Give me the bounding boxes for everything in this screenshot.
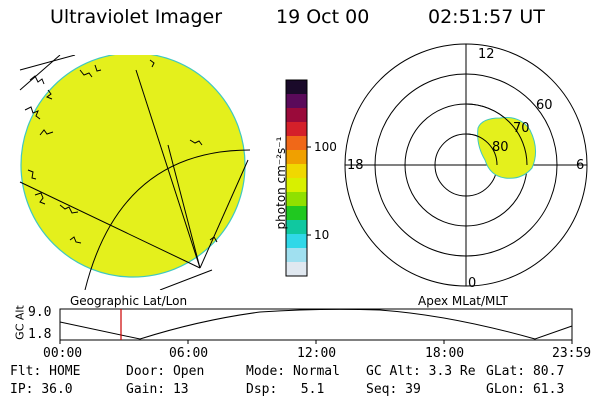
colorbar-segment xyxy=(286,206,307,221)
status-flt: Flt: HOME xyxy=(10,364,81,379)
altitude-ylabel: GC Alt xyxy=(13,305,27,340)
earth-disk xyxy=(20,55,246,278)
date-label: 19 Oct 00 xyxy=(276,6,370,28)
mlt-label-12: 12 xyxy=(478,47,495,62)
colorbar-segment xyxy=(286,122,307,137)
colorbar-segment xyxy=(286,108,307,123)
colorbar-segment xyxy=(286,164,307,179)
geo-grid-lines xyxy=(19,55,250,290)
geographic-caption: Geographic Lat/Lon xyxy=(70,294,188,308)
lat-label-60: 60 xyxy=(536,98,553,113)
altitude-ytick-bottom: 1.8 xyxy=(28,327,52,342)
xtick-1800: 18:00 xyxy=(425,346,465,361)
colorbar-segment xyxy=(286,136,307,151)
status-door: Door: Open xyxy=(126,364,205,379)
altitude-plot-frame xyxy=(59,308,573,341)
colorbar-segment xyxy=(286,94,307,109)
xtick-0000: 00:00 xyxy=(43,346,83,361)
status-glat: GLat: 80.7 xyxy=(486,364,565,379)
status-ip: IP: 36.0 xyxy=(10,382,73,397)
apex-caption: Apex MLat/MLT xyxy=(418,294,508,308)
coastline-lines xyxy=(24,59,218,244)
colorbar-segment xyxy=(286,248,307,263)
lat-label-80: 80 xyxy=(492,140,509,155)
xtick-2359: 23:59 xyxy=(552,346,592,361)
colorbar-tick-label-10: 10 xyxy=(314,228,330,242)
status-gc-alt: GC Alt: 3.3 Re xyxy=(366,364,476,379)
status-mode: Mode: Normal xyxy=(246,364,340,379)
colorbar-segment xyxy=(286,178,307,193)
colorbar-segment xyxy=(286,234,307,249)
mlt-label-0: 0 xyxy=(468,276,477,291)
status-seq: Seq: 39 xyxy=(366,382,421,397)
lat-label-70: 70 xyxy=(513,121,530,136)
status-gain: Gain: 13 xyxy=(126,382,189,397)
colorbar-tick-label-100: 100 xyxy=(314,140,337,154)
colorbar-segment xyxy=(286,220,307,235)
colorbar-segment xyxy=(286,80,307,95)
colorbar-segment xyxy=(286,262,307,277)
colorbar-segment xyxy=(286,192,307,207)
mlt-label-18: 18 xyxy=(347,158,364,173)
status-dsp: Dsp: 5.1 xyxy=(246,382,325,397)
status-glon: GLon: 61.3 xyxy=(486,382,565,397)
auroral-blob xyxy=(477,117,536,179)
xtick-1200: 12:00 xyxy=(297,346,337,361)
altitude-ytick-top: 9.0 xyxy=(28,305,52,320)
time-label: 02:51:57 UT xyxy=(428,6,545,28)
xtick-0600: 06:00 xyxy=(169,346,209,361)
altitude-curve xyxy=(59,308,573,340)
mlt-label-6: 6 xyxy=(576,158,585,173)
colorbar-segment xyxy=(286,150,307,165)
instrument-title: Ultraviolet Imager xyxy=(50,6,223,28)
